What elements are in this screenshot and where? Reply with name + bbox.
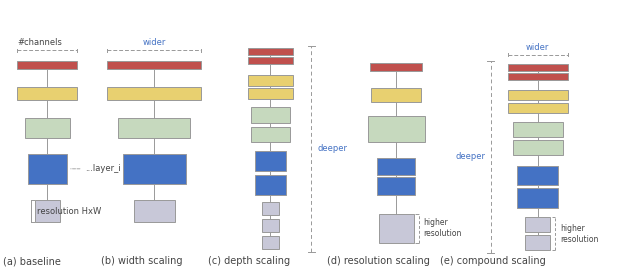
Text: wider: wider: [526, 43, 550, 52]
Bar: [248, 75, 293, 86]
Bar: [18, 87, 77, 100]
Bar: [368, 116, 425, 143]
Bar: [248, 48, 293, 55]
Bar: [248, 58, 293, 64]
Bar: [508, 90, 568, 100]
Bar: [371, 88, 421, 102]
Bar: [517, 189, 559, 208]
Bar: [133, 200, 174, 222]
Bar: [18, 61, 77, 69]
Text: higher
resolution: higher resolution: [560, 224, 599, 244]
Bar: [35, 200, 60, 222]
Bar: [25, 118, 70, 138]
Bar: [517, 165, 559, 185]
Bar: [379, 214, 414, 243]
Text: (e) compound scaling: (e) compound scaling: [440, 256, 546, 266]
Text: #channels: #channels: [18, 38, 62, 47]
Bar: [508, 64, 568, 71]
Text: (d) resolution scaling: (d) resolution scaling: [327, 256, 430, 266]
Bar: [255, 175, 286, 194]
Bar: [118, 118, 190, 138]
Text: deeper: deeper: [455, 153, 486, 161]
Text: ...layer_i: ...layer_i: [70, 164, 121, 173]
Bar: [377, 158, 415, 175]
Bar: [508, 103, 568, 114]
Text: higher
resolution: higher resolution: [424, 218, 462, 238]
Bar: [107, 87, 201, 100]
Text: (b) width scaling: (b) width scaling: [101, 256, 182, 266]
Bar: [262, 202, 279, 215]
Bar: [513, 122, 563, 137]
Bar: [255, 151, 286, 171]
Bar: [513, 140, 563, 155]
Text: (a) baseline: (a) baseline: [3, 256, 61, 266]
Bar: [508, 73, 568, 80]
Bar: [107, 61, 201, 69]
Bar: [251, 107, 290, 123]
Bar: [262, 236, 279, 249]
Bar: [262, 219, 279, 232]
Text: deeper: deeper: [318, 144, 348, 153]
Bar: [370, 63, 422, 71]
Bar: [123, 154, 186, 184]
Bar: [28, 154, 67, 184]
Bar: [248, 89, 293, 99]
Bar: [525, 235, 550, 250]
Bar: [525, 217, 550, 232]
Bar: [251, 127, 290, 143]
Text: (c) depth scaling: (c) depth scaling: [208, 256, 290, 266]
Text: wider: wider: [142, 38, 166, 47]
Bar: [377, 177, 415, 194]
Text: resolution HxW: resolution HxW: [37, 207, 101, 215]
